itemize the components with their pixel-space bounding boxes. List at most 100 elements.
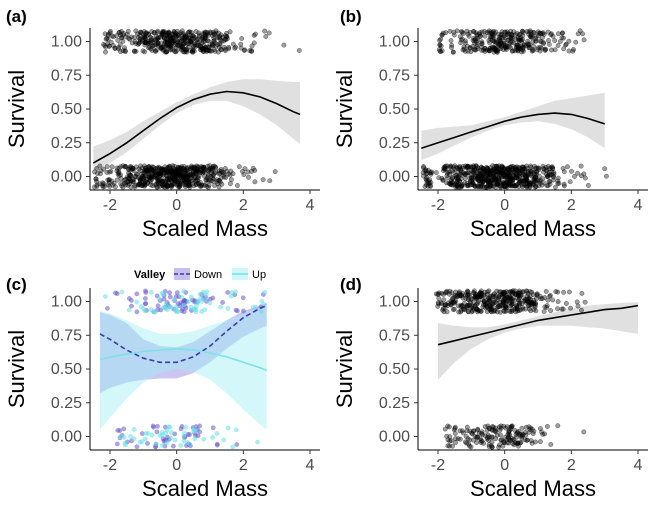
data-point [160,291,166,296]
data-point [106,43,112,49]
data-point [182,35,188,41]
data-point [506,429,512,435]
data-point [561,181,567,187]
data-point [484,29,490,35]
data-point [112,46,118,51]
data-point [548,308,554,314]
confidence-band [100,306,267,430]
data-point [142,35,148,41]
data-point [537,426,543,432]
data-point [263,34,269,39]
data-point [437,42,443,48]
data-point [447,438,453,444]
data-point [507,40,513,46]
data-point [187,29,193,35]
data-point [549,47,554,53]
data-point [94,182,100,188]
x-axis-title: Scaled Mass [470,476,596,501]
data-point [550,33,556,39]
data-point [161,305,167,310]
data-point [168,35,174,41]
data-point [574,299,580,305]
data-point [555,31,561,37]
data-point [464,424,470,430]
data-point [98,168,104,174]
data-point [166,424,172,430]
fit-line [92,90,301,164]
data-point [467,179,473,185]
data-point [204,183,210,189]
data-point [201,436,207,442]
data-point [240,295,246,301]
data-point [92,169,98,175]
legend-title: Valley [134,269,166,281]
data-point [226,44,232,50]
data-point [496,444,502,450]
legend-label: Down [194,269,222,281]
data-point [514,306,520,312]
data-point [443,30,449,36]
data-point [450,307,456,313]
data-point [458,40,464,46]
data-point [233,427,239,433]
data-point [173,45,179,51]
data-point [566,289,572,295]
data-point [447,181,453,187]
data-point [191,164,197,170]
data-point [464,164,470,170]
data-point [117,428,123,434]
y-tick-label: 0.50 [379,361,410,378]
data-point [520,28,526,34]
data-point [193,178,199,184]
data-point [581,37,587,43]
x-tick-label: 4 [634,457,643,474]
data-point [170,176,176,181]
data-point [546,169,552,175]
data-point [227,181,233,187]
data-point [548,441,554,447]
data-point [125,167,131,172]
data-point [152,309,158,315]
data-point [262,289,268,295]
data-point [192,40,197,46]
data-point [547,178,553,184]
data-point [535,29,541,35]
data-point [215,181,221,187]
y-tick-label: 1.00 [51,34,82,51]
data-point [486,425,492,431]
data-point [176,172,181,178]
data-point [539,31,545,36]
data-point [119,289,125,295]
data-point [131,48,137,54]
data-point [471,428,477,434]
data-point [533,165,539,171]
data-point [508,177,514,183]
panel-c: (c) -2 0 2 4 0.00 0.25 0.50 0.75 1.00 Scaled Mass S… [4,268,320,501]
data-point [493,29,499,35]
data-point [210,425,216,431]
data-point [546,41,552,47]
data-point [561,35,566,41]
data-point [509,32,515,38]
data-point [253,304,259,310]
data-point [484,178,490,184]
data-point [449,45,454,50]
data-point [471,437,477,443]
data-point [225,289,231,295]
data-point [126,170,131,176]
y-tick-label: 1.00 [379,34,410,51]
data-point [167,304,173,310]
data-point [197,291,203,297]
data-point [463,40,468,46]
data-point [523,179,529,185]
data-point [555,43,561,48]
data-point [148,307,154,313]
data-point [141,183,147,189]
data-point [541,309,547,314]
data-point [506,435,511,441]
data-point [143,288,148,294]
data-point [555,299,561,305]
data-point [542,431,548,437]
data-point [436,290,442,296]
data-point [189,49,195,55]
